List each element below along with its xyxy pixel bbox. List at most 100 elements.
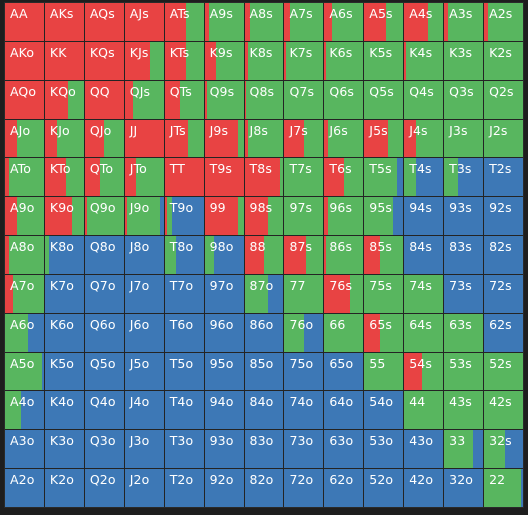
hand-cell[interactable]: ATs: [164, 3, 204, 41]
hand-cell[interactable]: A8s: [244, 3, 284, 41]
hand-cell[interactable]: AQs: [84, 3, 124, 41]
hand-cell[interactable]: K8o: [44, 236, 84, 274]
hand-cell[interactable]: T6o: [164, 313, 204, 352]
hand-cell[interactable]: 42s: [484, 391, 523, 430]
hand-cell[interactable]: 74s: [404, 274, 444, 313]
hand-cell[interactable]: AJs: [124, 3, 164, 41]
hand-cell[interactable]: 85s: [364, 236, 404, 274]
hand-cell[interactable]: 63s: [444, 313, 484, 352]
hand-cell[interactable]: J4o: [124, 391, 164, 430]
hand-cell[interactable]: 62s: [484, 313, 523, 352]
hand-cell[interactable]: T7o: [164, 274, 204, 313]
hand-cell[interactable]: JJ: [124, 119, 164, 158]
hand-cell[interactable]: AKo: [5, 41, 44, 80]
hand-cell[interactable]: 86s: [324, 236, 364, 274]
hand-cell[interactable]: A9s: [204, 3, 244, 41]
hand-cell[interactable]: T5s: [364, 158, 404, 197]
hand-cell[interactable]: AQo: [5, 80, 44, 119]
hand-cell[interactable]: A2s: [484, 3, 523, 41]
hand-cell[interactable]: 97s: [284, 197, 324, 236]
hand-cell[interactable]: J4s: [404, 119, 444, 158]
hand-cell[interactable]: KJs: [124, 41, 164, 80]
hand-cell[interactable]: T4o: [164, 391, 204, 430]
hand-cell[interactable]: K5s: [364, 41, 404, 80]
hand-cell[interactable]: 52s: [484, 352, 523, 391]
hand-cell[interactable]: Q4o: [84, 391, 124, 430]
hand-cell[interactable]: K4s: [404, 41, 444, 80]
hand-cell[interactable]: 94s: [404, 197, 444, 236]
hand-cell[interactable]: 82o: [244, 469, 284, 507]
hand-cell[interactable]: 62o: [324, 469, 364, 507]
hand-cell[interactable]: 98s: [244, 197, 284, 236]
hand-cell[interactable]: 87o: [244, 274, 284, 313]
hand-cell[interactable]: 93o: [204, 430, 244, 469]
hand-cell[interactable]: Q6o: [84, 313, 124, 352]
hand-cell[interactable]: Q7o: [84, 274, 124, 313]
hand-cell[interactable]: J6o: [124, 313, 164, 352]
hand-cell[interactable]: 44: [404, 391, 444, 430]
hand-cell[interactable]: Q4s: [404, 80, 444, 119]
hand-cell[interactable]: 83o: [244, 430, 284, 469]
hand-cell[interactable]: AKs: [44, 3, 84, 41]
hand-cell[interactable]: K4o: [44, 391, 84, 430]
hand-cell[interactable]: 54s: [404, 352, 444, 391]
hand-cell[interactable]: T9s: [204, 158, 244, 197]
hand-cell[interactable]: A6o: [5, 313, 44, 352]
hand-cell[interactable]: J8o: [124, 236, 164, 274]
hand-cell[interactable]: A4o: [5, 391, 44, 430]
hand-cell[interactable]: AJo: [5, 119, 44, 158]
hand-cell[interactable]: Q8o: [84, 236, 124, 274]
hand-cell[interactable]: K7o: [44, 274, 84, 313]
hand-cell[interactable]: 65s: [364, 313, 404, 352]
hand-cell[interactable]: 32o: [444, 469, 484, 507]
hand-cell[interactable]: 33: [444, 430, 484, 469]
hand-cell[interactable]: K5o: [44, 352, 84, 391]
hand-cell[interactable]: 72o: [284, 469, 324, 507]
hand-cell[interactable]: K9o: [44, 197, 84, 236]
hand-cell[interactable]: 54o: [364, 391, 404, 430]
hand-cell[interactable]: 53s: [444, 352, 484, 391]
hand-cell[interactable]: T8o: [164, 236, 204, 274]
hand-cell[interactable]: Q3o: [84, 430, 124, 469]
hand-cell[interactable]: 74o: [284, 391, 324, 430]
hand-cell[interactable]: QJs: [124, 80, 164, 119]
hand-cell[interactable]: 42o: [404, 469, 444, 507]
hand-cell[interactable]: QJo: [84, 119, 124, 158]
hand-cell[interactable]: J2o: [124, 469, 164, 507]
hand-cell[interactable]: 64o: [324, 391, 364, 430]
hand-cell[interactable]: T3o: [164, 430, 204, 469]
hand-cell[interactable]: 75o: [284, 352, 324, 391]
hand-cell[interactable]: Q5s: [364, 80, 404, 119]
hand-cell[interactable]: A2o: [5, 469, 44, 507]
hand-cell[interactable]: KTs: [164, 41, 204, 80]
hand-cell[interactable]: 64s: [404, 313, 444, 352]
hand-cell[interactable]: T9o: [164, 197, 204, 236]
hand-cell[interactable]: T8s: [244, 158, 284, 197]
hand-cell[interactable]: T2o: [164, 469, 204, 507]
hand-cell[interactable]: 52o: [364, 469, 404, 507]
hand-cell[interactable]: QTo: [84, 158, 124, 197]
hand-cell[interactable]: 75s: [364, 274, 404, 313]
hand-cell[interactable]: Q6s: [324, 80, 364, 119]
hand-cell[interactable]: A3s: [444, 3, 484, 41]
hand-cell[interactable]: A9o: [5, 197, 44, 236]
hand-cell[interactable]: K2s: [484, 41, 523, 80]
hand-cell[interactable]: Q5o: [84, 352, 124, 391]
hand-cell[interactable]: 76s: [324, 274, 364, 313]
hand-cell[interactable]: 73s: [444, 274, 484, 313]
hand-cell[interactable]: A8o: [5, 236, 44, 274]
hand-cell[interactable]: J9s: [204, 119, 244, 158]
hand-cell[interactable]: 88: [244, 236, 284, 274]
hand-cell[interactable]: 92s: [484, 197, 523, 236]
hand-cell[interactable]: J9o: [124, 197, 164, 236]
hand-cell[interactable]: 95s: [364, 197, 404, 236]
hand-cell[interactable]: QTs: [164, 80, 204, 119]
hand-cell[interactable]: 65o: [324, 352, 364, 391]
hand-cell[interactable]: 84s: [404, 236, 444, 274]
hand-cell[interactable]: K9s: [204, 41, 244, 80]
hand-cell[interactable]: KQo: [44, 80, 84, 119]
hand-cell[interactable]: J5o: [124, 352, 164, 391]
hand-cell[interactable]: 72s: [484, 274, 523, 313]
hand-cell[interactable]: 84o: [244, 391, 284, 430]
hand-cell[interactable]: 76o: [284, 313, 324, 352]
